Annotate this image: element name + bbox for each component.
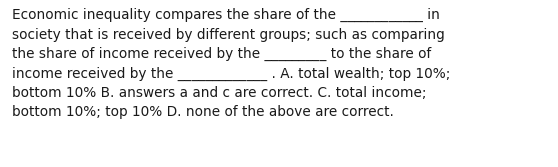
Text: Economic inequality compares the share of the ____________ in
society that is re: Economic inequality compares the share o… [12,8,451,119]
